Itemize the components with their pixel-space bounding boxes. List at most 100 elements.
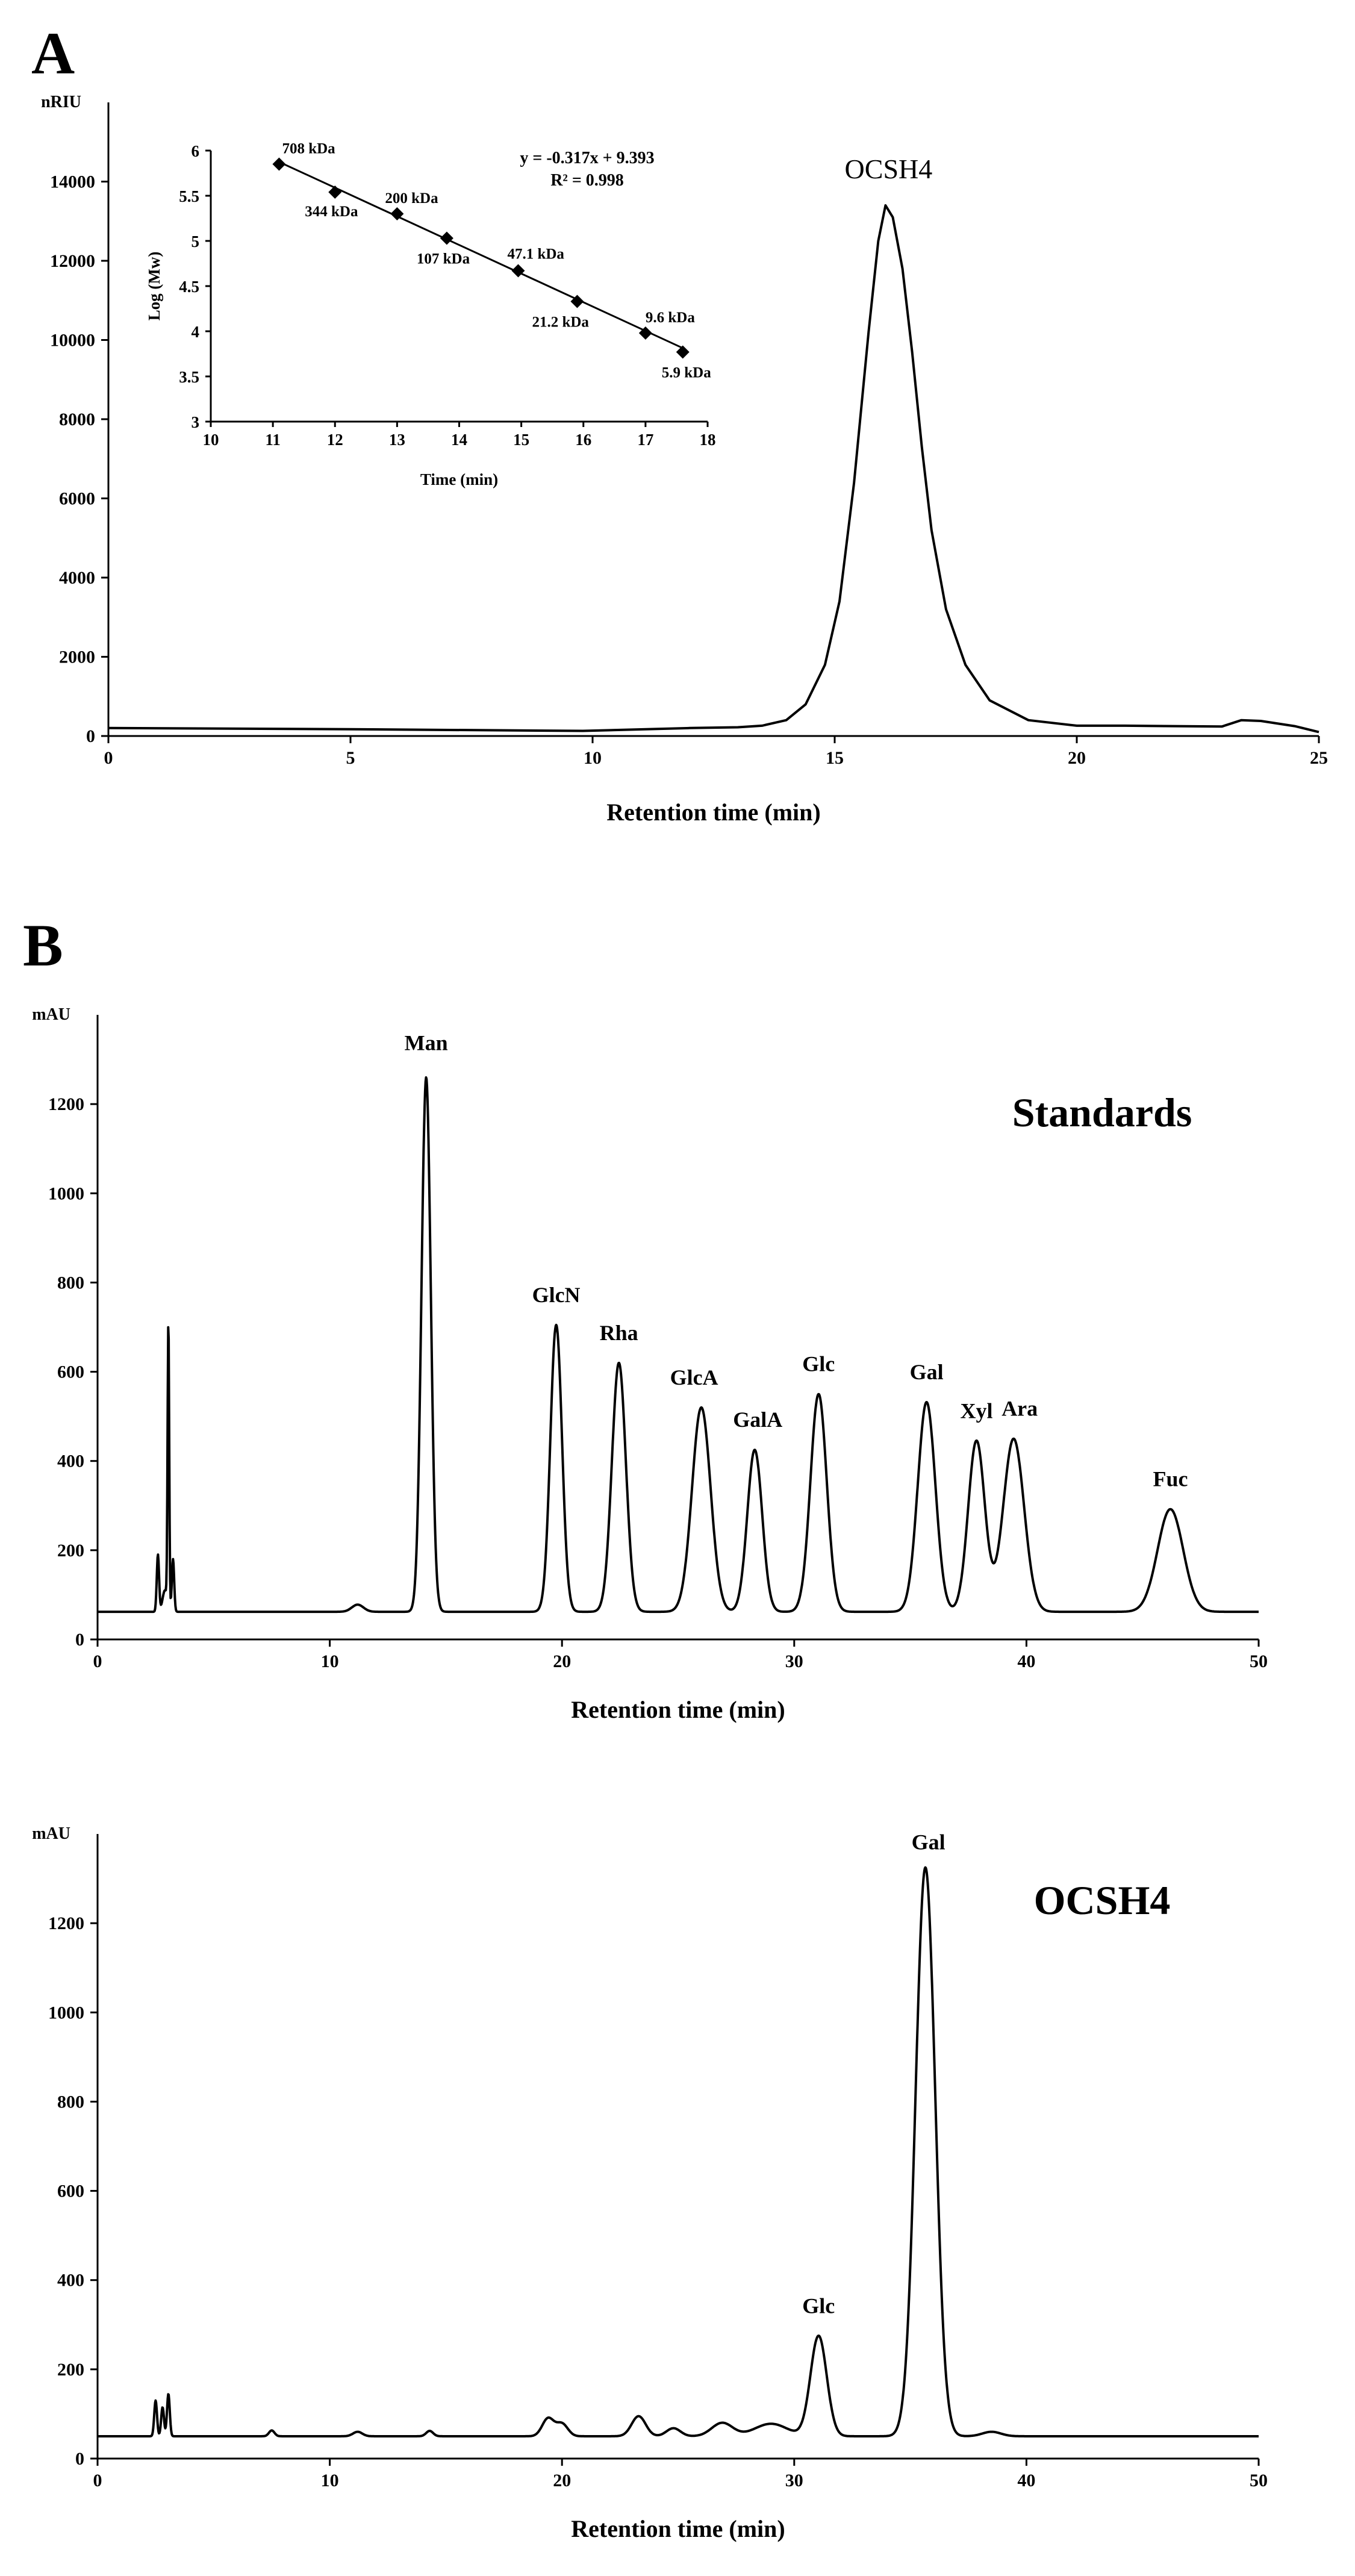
fit-line [278, 161, 684, 349]
x-tick-label: 20 [1068, 748, 1086, 768]
x-tick-label: 40 [1017, 2471, 1035, 2490]
y-tick-label: 800 [57, 1273, 84, 1293]
x-tick-label: 25 [1310, 748, 1328, 768]
calibration-point-label: 344 kDa [305, 204, 358, 220]
y-tick-label: 2000 [59, 647, 95, 667]
x-tick-label: 0 [93, 2471, 102, 2490]
fit-r-squared: R² = 0.998 [550, 171, 624, 190]
x-tick-label: 12 [327, 431, 343, 449]
y-tick-label: 600 [57, 1362, 84, 1382]
y-tick-label: 4.5 [179, 278, 199, 296]
y-tick-label: 1200 [48, 1913, 84, 1933]
x-tick-label: 15 [513, 431, 529, 449]
calibration-point [328, 186, 342, 199]
peak-label-glc: Glc [802, 2294, 835, 2318]
y-tick-label: 0 [86, 726, 95, 746]
y-tick-label: 10000 [50, 331, 95, 351]
peak-label-xyl: Xyl [960, 1399, 992, 1423]
y-tick-label: 8000 [59, 410, 95, 429]
x-tick-label: 10 [203, 431, 219, 449]
peak-label-glca: GlcA [670, 1365, 718, 1389]
peak-label-gal: Gal [912, 1830, 945, 1854]
x-tick-label: 20 [553, 1651, 571, 1671]
calibration-point-label: 47.1 kDa [507, 246, 564, 263]
peak-label-ara: Ara [1001, 1397, 1038, 1421]
y-tick-label: 400 [57, 2271, 84, 2291]
y-tick-label: 400 [57, 1452, 84, 1471]
y-tick-label: 3 [192, 413, 200, 431]
x-tick-label: 14 [451, 431, 467, 449]
chart-title: Standards [1012, 1090, 1192, 1135]
y-unit-label: nRIU [41, 93, 81, 111]
x-tick-label: 0 [93, 1651, 102, 1671]
y-tick-label: 4 [192, 323, 200, 341]
calibration-point-label: 9.6 kDa [646, 310, 695, 326]
y-tick-label: 0 [75, 2449, 84, 2469]
x-tick-label: 40 [1017, 1651, 1035, 1671]
peak-label-rha: Rha [600, 1321, 638, 1345]
y-tick-label: 3.5 [179, 368, 199, 386]
y-tick-label: 6000 [59, 489, 95, 509]
y-tick-label: 800 [57, 2092, 84, 2112]
x-tick-label: 10 [584, 748, 602, 768]
x-tick-label: 5 [346, 748, 355, 768]
x-axis-title: Retention time (min) [571, 1696, 785, 1723]
x-tick-label: 17 [637, 431, 653, 449]
chart-b-standards: 0 10 20 30 40 50 0 200 400 600 800 1000 1200 Retentio… [32, 1005, 1268, 1723]
x-tick-label: 30 [785, 2471, 803, 2490]
x-tick-label: 13 [389, 431, 405, 449]
x-tick-label: 11 [265, 431, 281, 449]
chart-a-size-exclusion: 0 5 10 15 20 25 0 2000 4000 6000 8000 10000 12000 140… [41, 93, 1328, 826]
y-tick-label: 200 [57, 1541, 84, 1561]
y-tick-label: 1200 [48, 1094, 84, 1114]
x-axis-title: Retention time (min) [606, 799, 820, 826]
chart-b-ocsh4: 0 10 20 30 40 50 0 200 400 600 800 1000 1200 Retentio… [32, 1824, 1268, 2542]
x-axis-title: Retention time (min) [571, 2515, 785, 2542]
fit-equation: y = -0.317x + 9.393 [520, 149, 654, 167]
calibration-point [570, 295, 584, 308]
chromatogram-line [96, 1866, 1260, 2437]
peak-annotation-ocsh4: OCSH4 [845, 154, 933, 184]
calibration-point-label: 107 kDa [417, 251, 470, 267]
x-tick-label: 10 [321, 2471, 339, 2490]
calibration-point-label: 708 kDa [282, 141, 335, 157]
panel-letter-b: B [23, 912, 63, 979]
x-tick-label: 16 [575, 431, 591, 449]
x-tick-label: 0 [104, 748, 113, 768]
peak-label-fuc: Fuc [1153, 1467, 1188, 1491]
y-tick-label: 1000 [48, 1184, 84, 1203]
peak-label-glc: Glc [802, 1352, 835, 1376]
x-axis-title: Time (min) [420, 470, 498, 488]
peak-label-man: Man [405, 1031, 448, 1055]
y-tick-label: 600 [57, 2181, 84, 2201]
y-tick-label: 14000 [50, 172, 95, 192]
calibration-point [676, 345, 690, 359]
y-unit-label: mAU [32, 1005, 70, 1024]
y-axis-title: Log (Mw) [145, 252, 163, 321]
series-line-ocsh4 [108, 204, 1319, 734]
calibration-point-label: 5.9 kDa [662, 365, 711, 381]
y-tick-label: 5 [192, 232, 200, 251]
x-tick-label: 15 [826, 748, 844, 768]
chart-a-inset-calibration: 10 11 12 13 14 15 16 17 18 3 3.5 4 4.5 5 5.5 6 Time (min… [145, 141, 716, 489]
chart-title: OCSH4 [1034, 1877, 1171, 1923]
y-unit-label: mAU [32, 1824, 70, 1843]
calibration-point [272, 157, 286, 171]
y-tick-label: 12000 [50, 251, 95, 271]
peak-label-glcn: GlcN [532, 1283, 581, 1307]
peak-label-gal: Gal [910, 1360, 944, 1384]
calibration-point [638, 326, 652, 340]
x-tick-label: 18 [700, 431, 716, 449]
x-tick-label: 50 [1250, 2471, 1268, 2490]
x-tick-label: 20 [553, 2471, 571, 2490]
calibration-point [390, 207, 404, 220]
y-tick-label: 4000 [59, 568, 95, 588]
calibration-point-label: 21.2 kDa [532, 314, 589, 331]
x-tick-label: 10 [321, 1651, 339, 1671]
y-tick-label: 200 [57, 2360, 84, 2380]
x-tick-label: 30 [785, 1651, 803, 1671]
chromatogram-line [96, 1076, 1260, 1614]
peak-label-gala: GalA [733, 1408, 782, 1432]
y-tick-label: 6 [192, 142, 200, 160]
calibration-point [511, 264, 525, 278]
